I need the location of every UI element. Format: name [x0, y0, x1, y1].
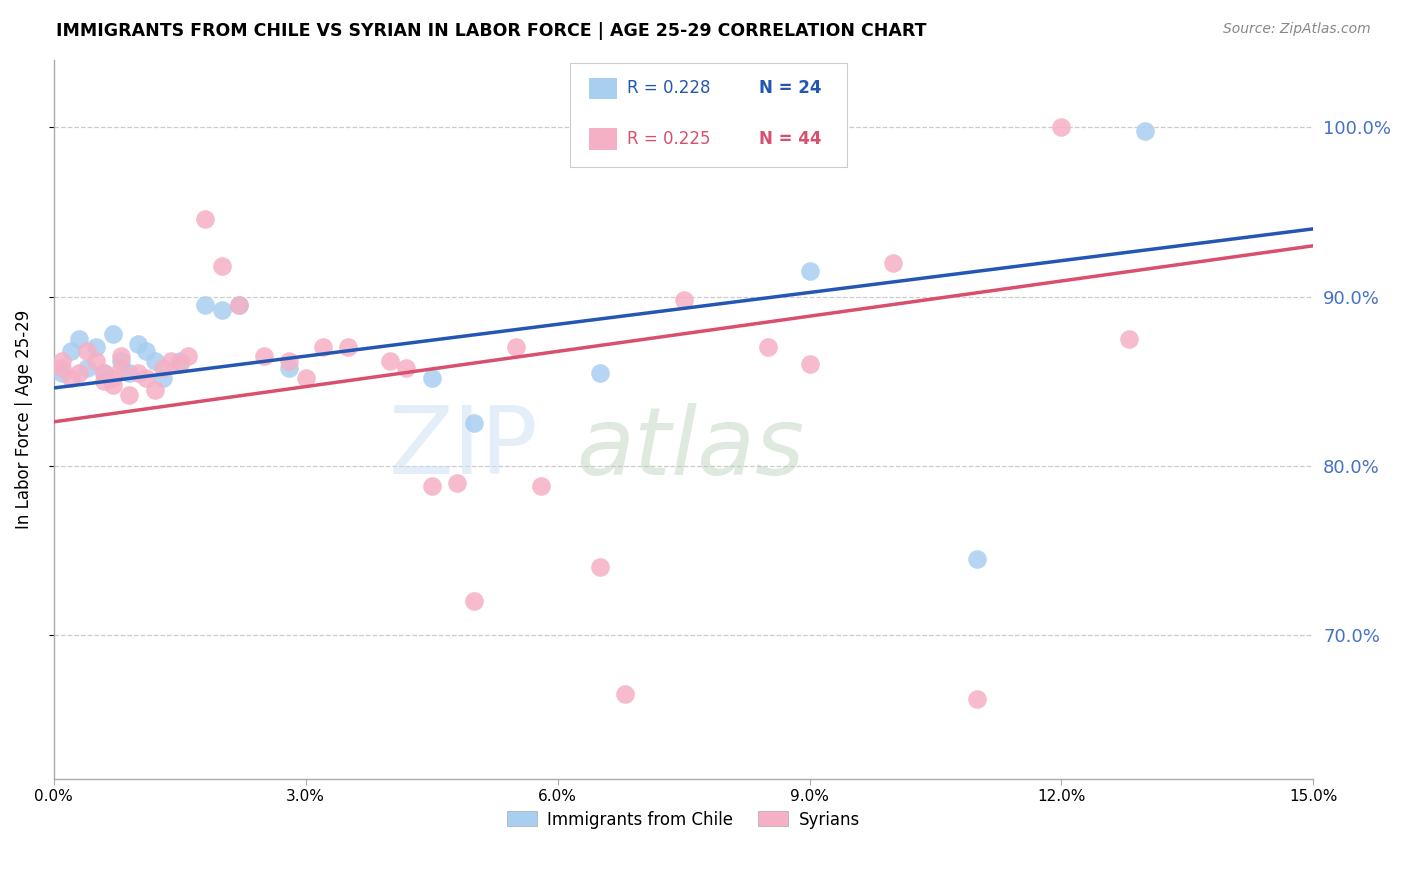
- Point: [966, 692, 988, 706]
- Point: [169, 357, 191, 371]
- Text: N = 24: N = 24: [759, 79, 821, 97]
- Point: [228, 298, 250, 312]
- Point: [67, 332, 90, 346]
- Point: [194, 298, 217, 312]
- Bar: [589, 128, 617, 150]
- Text: N = 44: N = 44: [759, 129, 821, 148]
- Point: [51, 360, 73, 375]
- Point: [135, 371, 157, 385]
- Point: [67, 366, 90, 380]
- Point: [463, 417, 485, 431]
- Point: [395, 360, 418, 375]
- Point: [420, 479, 443, 493]
- Point: [277, 360, 299, 375]
- Point: [101, 377, 124, 392]
- Point: [152, 360, 174, 375]
- Point: [1135, 124, 1157, 138]
- Point: [118, 388, 141, 402]
- Point: [110, 349, 132, 363]
- Bar: [589, 78, 617, 99]
- Y-axis label: In Labor Force | Age 25-29: In Labor Force | Age 25-29: [15, 310, 32, 529]
- Point: [446, 475, 468, 490]
- Point: [613, 687, 636, 701]
- Point: [311, 340, 333, 354]
- Point: [143, 383, 166, 397]
- Point: [253, 349, 276, 363]
- Point: [135, 343, 157, 358]
- Point: [110, 360, 132, 375]
- Text: R = 0.225: R = 0.225: [627, 129, 710, 148]
- Point: [93, 366, 115, 380]
- Point: [420, 371, 443, 385]
- Point: [588, 366, 610, 380]
- Point: [51, 366, 73, 380]
- Point: [756, 340, 779, 354]
- Point: [143, 354, 166, 368]
- Point: [799, 357, 821, 371]
- Point: [101, 371, 124, 385]
- Point: [194, 211, 217, 226]
- Point: [1118, 332, 1140, 346]
- Point: [211, 303, 233, 318]
- Point: [463, 594, 485, 608]
- Point: [160, 354, 183, 368]
- Point: [127, 366, 149, 380]
- Point: [1050, 120, 1073, 135]
- Point: [84, 340, 107, 354]
- Text: atlas: atlas: [576, 402, 804, 493]
- Point: [672, 293, 695, 307]
- Point: [76, 343, 98, 358]
- Point: [169, 354, 191, 368]
- Point: [966, 552, 988, 566]
- Point: [294, 371, 316, 385]
- Point: [277, 354, 299, 368]
- Point: [93, 374, 115, 388]
- Point: [101, 326, 124, 341]
- Point: [530, 479, 553, 493]
- Point: [799, 264, 821, 278]
- Point: [228, 298, 250, 312]
- Point: [76, 360, 98, 375]
- Point: [211, 259, 233, 273]
- Point: [378, 354, 401, 368]
- Point: [336, 340, 359, 354]
- Point: [110, 354, 132, 368]
- Text: R = 0.228: R = 0.228: [627, 79, 710, 97]
- Point: [177, 349, 200, 363]
- FancyBboxPatch shape: [571, 63, 848, 168]
- Point: [51, 354, 73, 368]
- Point: [505, 340, 527, 354]
- Point: [588, 560, 610, 574]
- Point: [93, 366, 115, 380]
- Point: [882, 256, 904, 270]
- Point: [118, 366, 141, 380]
- Text: IMMIGRANTS FROM CHILE VS SYRIAN IN LABOR FORCE | AGE 25-29 CORRELATION CHART: IMMIGRANTS FROM CHILE VS SYRIAN IN LABOR…: [56, 22, 927, 40]
- Text: Source: ZipAtlas.com: Source: ZipAtlas.com: [1223, 22, 1371, 37]
- Point: [127, 337, 149, 351]
- Text: ZIP: ZIP: [389, 402, 538, 494]
- Legend: Immigrants from Chile, Syrians: Immigrants from Chile, Syrians: [501, 804, 866, 835]
- Point: [152, 371, 174, 385]
- Point: [84, 354, 107, 368]
- Point: [59, 343, 82, 358]
- Point: [59, 371, 82, 385]
